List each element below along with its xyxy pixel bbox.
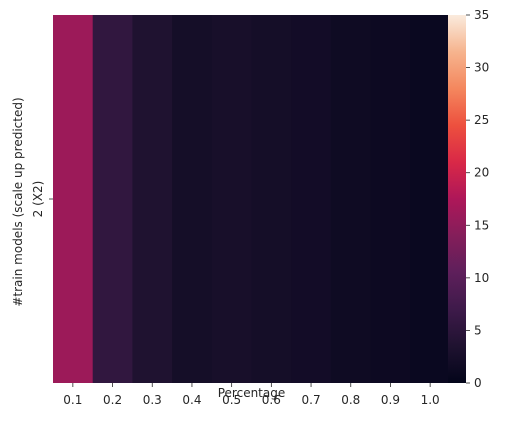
y-tick-label: 2 (X2)	[31, 181, 45, 218]
heatmap-cell	[370, 15, 411, 383]
colorbar-tick-label: 15	[474, 218, 489, 232]
x-tick-label: 0.6	[262, 393, 281, 407]
y-tick-labels: 2 (X2)	[31, 181, 53, 218]
colorbar-tick-label: 30	[474, 61, 489, 75]
heatmap-cell	[132, 15, 173, 383]
heatmap-cell	[410, 15, 451, 383]
x-tick-label: 0.7	[302, 393, 321, 407]
heatmap-cell	[92, 15, 133, 383]
x-tick-label: 0.4	[182, 393, 201, 407]
colorbar-tick-label: 5	[474, 323, 482, 337]
x-tick-label: 0.8	[341, 393, 360, 407]
heatmap-cell	[53, 15, 94, 383]
heatmap-cell	[330, 15, 372, 383]
x-tick-label: 0.5	[222, 393, 241, 407]
colorbar-tick-label: 25	[474, 113, 489, 127]
x-tick-label: 1.0	[421, 393, 440, 407]
colorbar-tick-label: 35	[474, 8, 489, 22]
colorbar-tick-label: 10	[474, 271, 489, 285]
x-tick-labels: 0.1 0.2 0.3 0.4 0.5 0.6 0.7 0.8 0.9 1.0	[63, 383, 440, 407]
y-axis-label: #train models (scale up predicted)	[11, 97, 25, 306]
heatmap-cell	[172, 15, 213, 383]
heatmap-cell	[211, 15, 253, 383]
colorbar	[448, 15, 466, 383]
x-tick-label: 0.3	[143, 393, 162, 407]
colorbar-tick-label: 0	[474, 376, 482, 390]
x-tick-label: 0.2	[103, 393, 122, 407]
colorbar-tick-labels: 0 5 10 15 20 25 30 35	[466, 8, 489, 390]
colorbar-tick-label: 20	[474, 166, 489, 180]
x-tick-label: 0.9	[381, 393, 400, 407]
x-tick-label: 0.1	[63, 393, 82, 407]
heatmap-cells	[53, 15, 451, 383]
x-axis-label: Percentage	[218, 386, 286, 400]
heatmap-cell	[251, 15, 292, 383]
heatmap-cell	[291, 15, 332, 383]
